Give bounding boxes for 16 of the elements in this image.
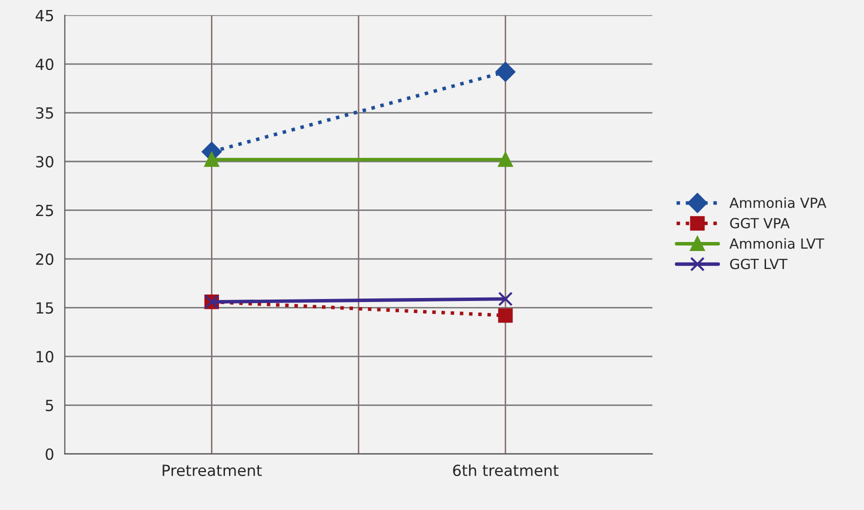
- legend-label: Ammonia VPA: [729, 197, 826, 208]
- y-tick-label: 35: [36, 107, 54, 119]
- y-tick-label: 0: [46, 448, 54, 460]
- y-tick-label: 30: [36, 156, 54, 168]
- y-tick-label: 25: [36, 204, 54, 216]
- legend-label: GGT LVT: [730, 258, 788, 270]
- y-tick-label: 15: [36, 302, 54, 314]
- y-tick-label: 20: [36, 253, 54, 265]
- y-tick-label: 5: [46, 400, 54, 412]
- y-tick-label: 10: [36, 350, 54, 362]
- x-tick-label: 6th treatment: [453, 464, 559, 476]
- y-tick-label: 45: [36, 10, 54, 22]
- y-tick-label: 40: [36, 58, 54, 70]
- legend-label: GGT VPA: [730, 218, 790, 228]
- legend-label: Ammonia LVT: [729, 238, 824, 249]
- x-tick-label: Pretreatment: [162, 464, 262, 476]
